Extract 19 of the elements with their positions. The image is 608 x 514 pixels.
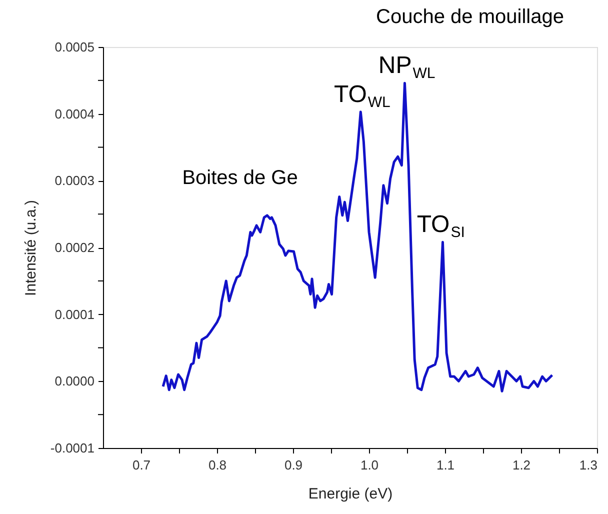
x-axis-title: Energie (eV)	[308, 486, 393, 502]
y-tick-label: 0.0004	[54, 106, 94, 122]
x-tick-label: 1.1	[436, 458, 455, 472]
x-tick-label: 0.7	[132, 458, 151, 472]
y-tick-label: 0.0002	[54, 240, 94, 255]
x-tick-label: 1.3	[579, 458, 598, 472]
y-axis-title: Intensité (u.a.)	[22, 200, 40, 296]
x-tick-label: 1.0	[360, 458, 379, 472]
y-tick-label: 0.0005	[54, 40, 94, 54]
line-series	[162, 82, 554, 392]
annotation: Boites de Ge	[182, 167, 298, 189]
y-tick-label: 0.0003	[54, 173, 94, 188]
text: Couche de mouillage	[376, 6, 564, 28]
y-tick-label: 0.0001	[54, 306, 94, 322]
x-tick-label: 0.8	[208, 458, 227, 472]
x-tick-label: 0.9	[284, 458, 303, 472]
y-tick-label: 0.0000	[54, 374, 94, 389]
y-tick-label: -0.0001	[50, 440, 94, 456]
x-tick-label: 1.2	[512, 458, 531, 472]
